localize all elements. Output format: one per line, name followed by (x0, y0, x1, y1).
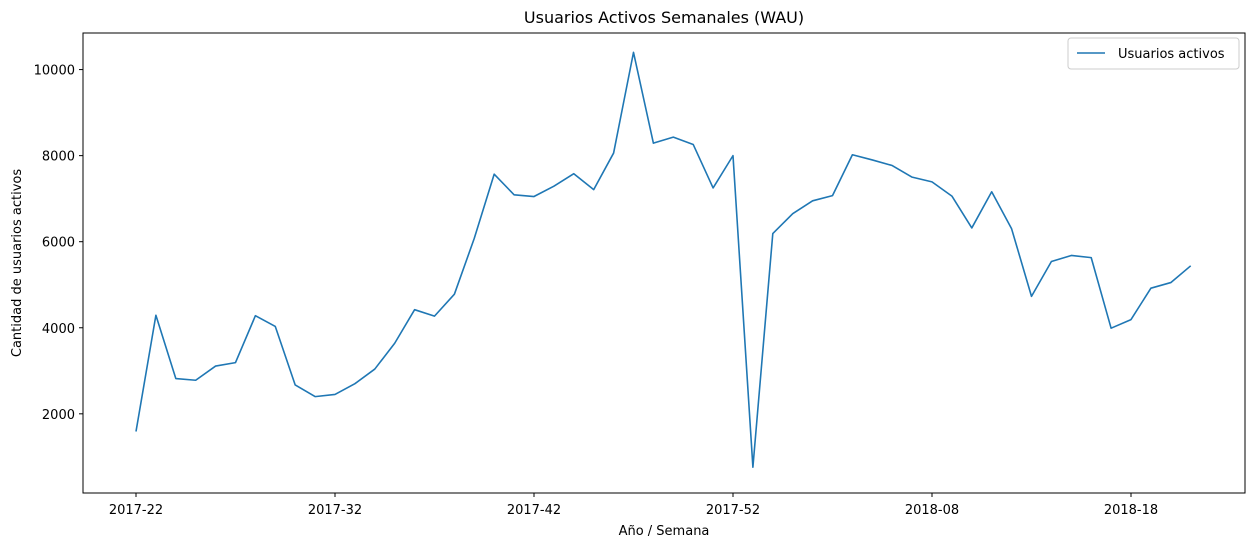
x-tick-label: 2017-42 (507, 503, 561, 518)
y-axis-label: Cantidad de usuarios activos (10, 169, 25, 357)
series-group (135, 51, 1192, 468)
x-tick-label: 2017-22 (109, 503, 163, 518)
x-tick-label: 2017-32 (308, 503, 362, 518)
x-axis: 2017-22 2017-32 2017-42 2017-52 2018-08 2018-… (109, 493, 1158, 518)
legend: Usuarios activos (1067, 37, 1240, 70)
legend-box (1067, 37, 1240, 70)
x-tick-label: 2018-08 (905, 503, 959, 518)
y-axis: 2000 4000 6000 8000 10000 (34, 64, 83, 423)
chart-title: Usuarios Activos Semanales (WAU) (524, 8, 804, 27)
y-tick-label: 4000 (42, 322, 75, 337)
x-tick-label: 2017-52 (706, 503, 760, 518)
y-tick-label: 2000 (42, 408, 75, 423)
x-axis-label: Año / Semana (619, 524, 710, 539)
legend-label: Usuarios activos (1118, 47, 1225, 62)
y-tick-label: 10000 (34, 64, 75, 79)
series-line (135, 51, 1192, 468)
plot-area (82, 32, 1246, 494)
y-tick-label: 8000 (42, 150, 75, 165)
x-tick-label: 2018-18 (1104, 503, 1158, 518)
y-tick-label: 6000 (42, 236, 75, 251)
